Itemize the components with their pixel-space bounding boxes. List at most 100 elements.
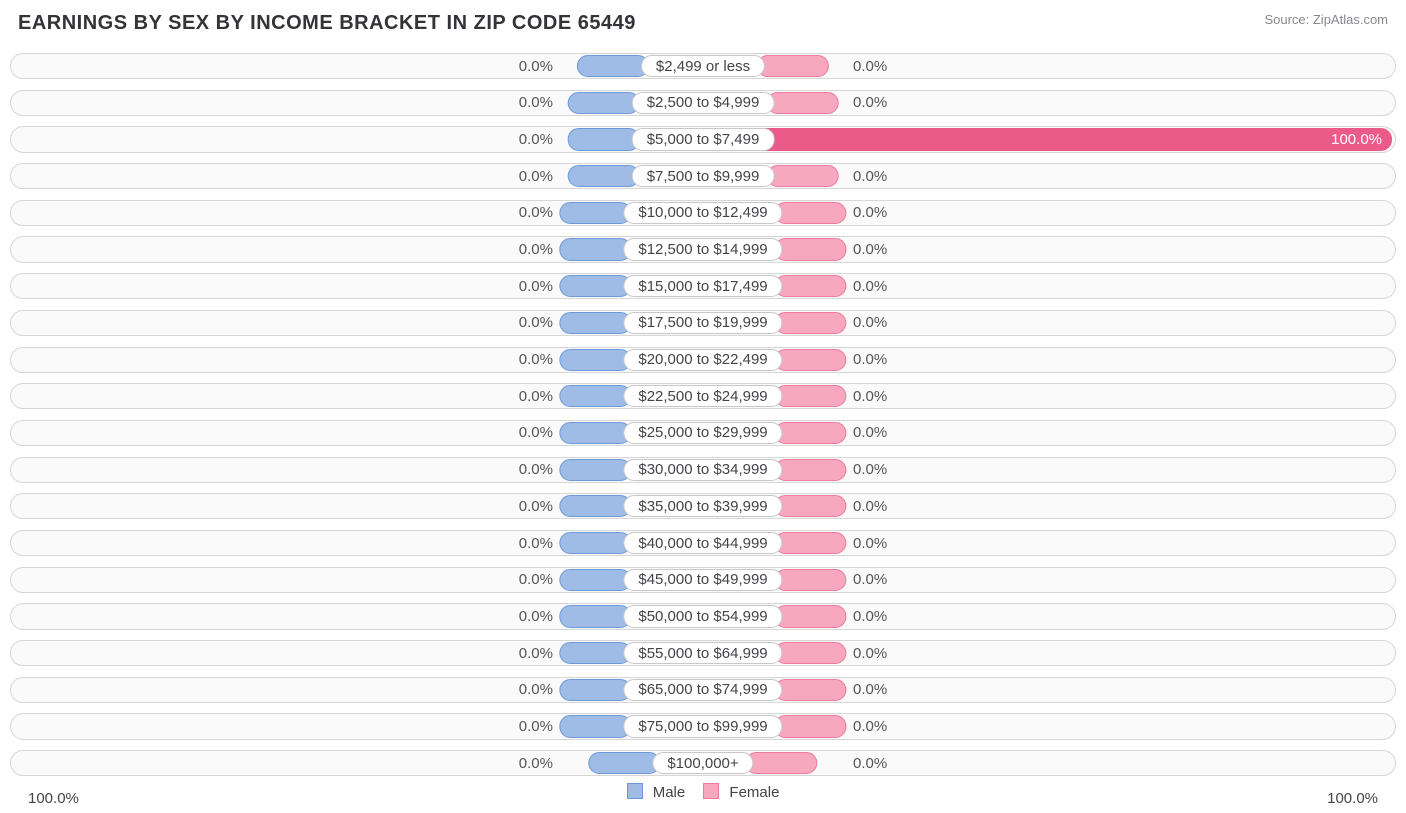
female-pct-label: 0.0% <box>853 635 887 671</box>
legend-female-label: Female <box>729 784 779 801</box>
row-category-label: $75,000 to $99,999 <box>623 715 782 737</box>
female-pct-label: 0.0% <box>853 48 887 84</box>
row-center-lane: $25,000 to $29,999 <box>559 422 846 444</box>
male-pct-label: 0.0% <box>519 231 553 267</box>
female-pct-label: 0.0% <box>853 305 887 341</box>
female-pct-label: 0.0% <box>853 598 887 634</box>
male-pct-label: 0.0% <box>519 598 553 634</box>
female-pct-label: 0.0% <box>853 85 887 121</box>
row-category-label: $20,000 to $22,499 <box>623 349 782 371</box>
chart-row: $25,000 to $29,999 0.0% 0.0% <box>10 415 1396 451</box>
chart-legend: Male Female <box>10 777 1396 807</box>
row-center-lane: $50,000 to $54,999 <box>559 605 846 627</box>
female-bar-stub <box>766 92 838 114</box>
male-pct-label: 0.0% <box>519 342 553 378</box>
female-bar-stub <box>775 569 847 591</box>
female-bar-stub <box>775 495 847 517</box>
female-bar-stub <box>775 385 847 407</box>
row-center-lane: $15,000 to $17,499 <box>559 275 846 297</box>
female-bar-stub <box>775 459 847 481</box>
female-pct-label: 0.0% <box>853 415 887 451</box>
male-pct-label: 0.0% <box>519 378 553 414</box>
row-category-label: $30,000 to $34,999 <box>623 459 782 481</box>
row-category-label: $22,500 to $24,999 <box>623 385 782 407</box>
row-center-lane: $30,000 to $34,999 <box>559 459 846 481</box>
female-pct-label: 0.0% <box>853 268 887 304</box>
female-pct-label: 0.0% <box>853 708 887 744</box>
row-center-lane: $17,500 to $19,999 <box>559 312 846 334</box>
female-pct-label: 0.0% <box>853 452 887 488</box>
legend-male-swatch <box>627 783 643 799</box>
row-center-lane: $20,000 to $22,499 <box>559 349 846 371</box>
male-bar-stub <box>559 605 631 627</box>
female-pct-label: 0.0% <box>853 745 887 781</box>
female-bar-stub <box>775 715 847 737</box>
row-center-lane: $65,000 to $74,999 <box>559 679 846 701</box>
row-category-label: $10,000 to $12,499 <box>623 202 782 224</box>
chart-body: $2,499 or less0.0%0.0%$2,500 to $4,9990.… <box>10 48 1396 769</box>
male-bar-stub <box>577 55 649 77</box>
male-pct-label: 0.0% <box>519 121 553 157</box>
female-pct-label: 0.0% <box>853 158 887 194</box>
row-category-label: $7,500 to $9,999 <box>632 165 775 187</box>
female-bar-stub <box>775 532 847 554</box>
male-pct-label: 0.0% <box>519 672 553 708</box>
male-bar-stub <box>559 532 631 554</box>
legend-female: Female <box>703 783 779 801</box>
row-category-label: $50,000 to $54,999 <box>623 605 782 627</box>
female-bar-stub <box>775 349 847 371</box>
chart-row: $45,000 to $49,9990.0%0.0% <box>10 562 1396 598</box>
male-bar-stub <box>559 715 631 737</box>
row-center-lane: $10,000 to $12,499 <box>559 202 846 224</box>
female-bar-stub <box>757 55 829 77</box>
male-pct-label: 0.0% <box>519 85 553 121</box>
row-category-label: $35,000 to $39,999 <box>623 495 782 517</box>
row-category-label: $25,000 to $29,999 <box>623 422 782 444</box>
female-bar-stub <box>775 642 847 664</box>
row-center-lane: $22,500 to $24,999 <box>559 385 846 407</box>
chart-row: $55,000 to $64,9990.0%0.0% <box>10 635 1396 671</box>
male-bar-stub <box>559 642 631 664</box>
male-bar-stub <box>559 385 631 407</box>
male-bar-stub <box>559 422 631 444</box>
row-center-lane: $7,500 to $9,999 <box>568 165 839 187</box>
male-bar-stub <box>559 238 631 260</box>
chart-row: $10,000 to $12,4990.0%0.0% <box>10 195 1396 231</box>
male-pct-label: 0.0% <box>519 48 553 84</box>
female-bar-stub <box>775 312 847 334</box>
row-category-label: $12,500 to $14,999 <box>623 238 782 260</box>
male-pct-label: 0.0% <box>519 195 553 231</box>
row-category-label: $5,000 to $7,499 <box>632 128 775 150</box>
male-bar-stub <box>559 349 631 371</box>
row-category-label: $2,500 to $4,999 <box>632 92 775 114</box>
male-pct-label: 0.0% <box>519 158 553 194</box>
row-center-lane: $75,000 to $99,999 <box>559 715 846 737</box>
row-center-lane: $2,499 or less <box>577 55 829 77</box>
female-pct-label: 0.0% <box>853 342 887 378</box>
row-center-lane: $55,000 to $64,999 <box>559 642 846 664</box>
row-center-lane: $12,500 to $14,999 <box>559 238 846 260</box>
chart-row: $15,000 to $17,499 0.0% 0.0% <box>10 268 1396 304</box>
row-center-lane: $40,000 to $44,999 <box>559 532 846 554</box>
male-bar-stub <box>559 569 631 591</box>
chart-row: $40,000 to $44,999 0.0% 0.0% <box>10 525 1396 561</box>
chart-row: $7,500 to $9,999 0.0% 0.0% <box>10 158 1396 194</box>
row-category-label: $40,000 to $44,999 <box>623 532 782 554</box>
male-pct-label: 0.0% <box>519 525 553 561</box>
male-bar-stub <box>568 165 640 187</box>
male-pct-label: 0.0% <box>519 562 553 598</box>
row-category-label: $15,000 to $17,499 <box>623 275 782 297</box>
male-pct-label: 0.0% <box>519 415 553 451</box>
chart-row: $17,500 to $19,9990.0%0.0% <box>10 305 1396 341</box>
male-pct-label: 0.0% <box>519 268 553 304</box>
female-pct-label: 0.0% <box>853 525 887 561</box>
female-bar-stub <box>775 605 847 627</box>
row-center-lane: $5,000 to $7,499 <box>568 128 839 150</box>
chart-row: $75,000 to $99,9990.0%0.0% <box>10 708 1396 744</box>
chart-row: $30,000 to $34,9990.0%0.0% <box>10 452 1396 488</box>
female-pct-label: 0.0% <box>853 672 887 708</box>
row-center-lane: $2,500 to $4,999 <box>568 92 839 114</box>
chart-row: $35,000 to $39,9990.0%0.0% <box>10 488 1396 524</box>
chart-title: EARNINGS BY SEX BY INCOME BRACKET IN ZIP… <box>18 12 636 35</box>
chart-row: $22,500 to $24,9990.0%0.0% <box>10 378 1396 414</box>
